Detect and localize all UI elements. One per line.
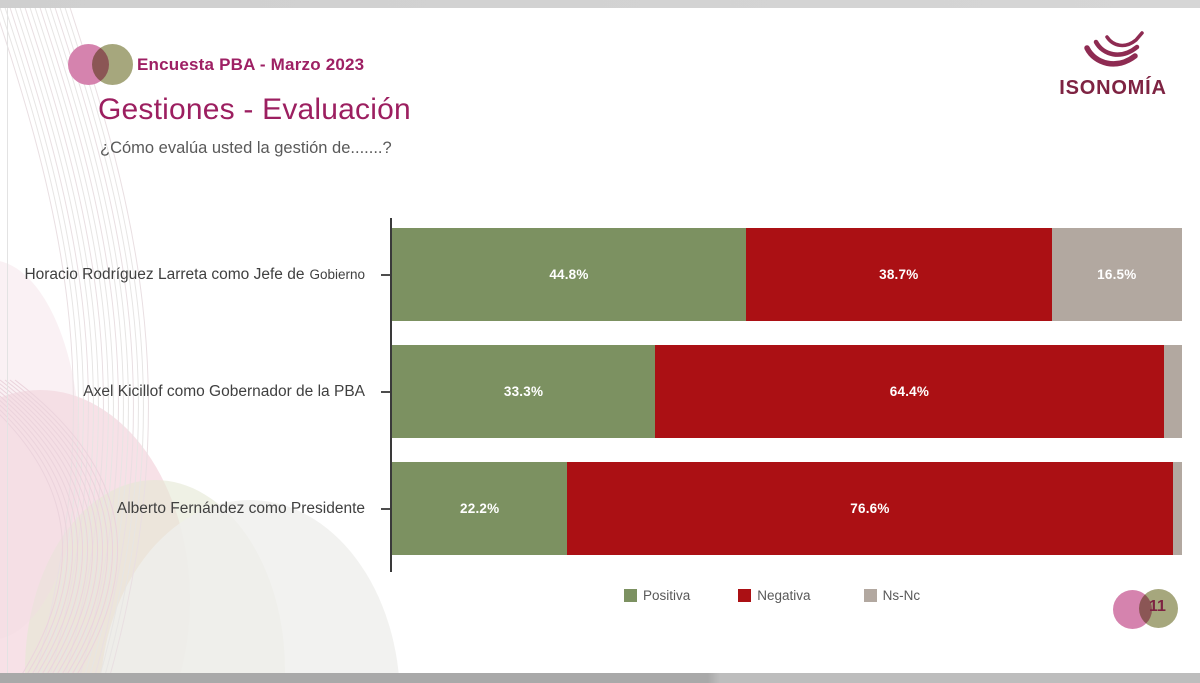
legend-item-negativa: Negativa <box>738 588 811 603</box>
bar-value-label: 44.8% <box>549 267 589 282</box>
legend-item-positiva: Positiva <box>624 588 690 603</box>
brand-name: ISONOMÍA <box>1059 77 1167 99</box>
slide-left-edge <box>7 8 8 673</box>
bar-value-label: 16.5% <box>1097 267 1137 282</box>
axis-tick <box>381 273 390 276</box>
bar-segment-ns-nc <box>1163 345 1182 438</box>
header-logo-circles <box>68 44 134 85</box>
category-label: Alberto Fernández como Presidente <box>116 499 365 517</box>
bar-value-label: 64.4% <box>889 384 930 399</box>
chart-y-axis <box>390 218 392 572</box>
bar-segment-ns-nc <box>1172 462 1182 555</box>
bar-segment-negativa: 64.4% <box>655 345 1164 438</box>
frame-bottom-bar <box>0 673 1200 683</box>
legend-label-positiva: Positiva <box>643 588 691 603</box>
legend-swatch-positiva <box>624 589 637 602</box>
bar-segment-positiva: 33.3% <box>392 345 656 438</box>
bar-segment-ns-nc: 16.5% <box>1051 228 1182 321</box>
bar-segment-negativa: 76.6% <box>567 462 1173 555</box>
bar-value-label: 38.7% <box>879 267 919 282</box>
bar-segment-negativa: 38.7% <box>745 228 1052 321</box>
frame-top-bar <box>0 0 1200 8</box>
brand-logo: ISONOMÍA <box>1048 30 1178 100</box>
category-label: Horacio Rodríguez Larreta como Jefe de Go… <box>24 265 365 283</box>
bar-row: 33.3% 64.4% <box>392 345 1182 438</box>
olive-circle-icon <box>1139 589 1178 628</box>
legend-item-nsnc: Ns-Nc <box>863 588 921 603</box>
page-number: 11 <box>1149 598 1166 615</box>
bar-row: 44.8% 38.7% 16.5% <box>392 228 1182 321</box>
category-label-suffix: Gobierno <box>309 267 365 282</box>
survey-badge-label: Encuesta PBA - Marzo 2023 <box>137 55 365 74</box>
legend-swatch-nsnc <box>863 589 877 602</box>
category-label: Axel Kicillof como Gobernador de la PBA <box>83 382 365 400</box>
bar-value-label: 33.3% <box>503 384 544 399</box>
page-number-badge: 11 <box>1113 589 1179 629</box>
legend-swatch-negativa <box>738 589 752 602</box>
axis-tick <box>381 507 390 510</box>
survey-question: ¿Cómo evalúa usted la gestión de.......? <box>100 139 392 157</box>
bar-value-label: 22.2% <box>460 501 500 516</box>
olive-circle-icon <box>92 44 133 85</box>
brand-swoosh-icon <box>1084 31 1144 67</box>
page-title: Gestiones - Evaluación <box>98 93 411 126</box>
bar-row: 22.2% 76.6% <box>392 462 1182 555</box>
bar-segment-positiva: 44.8% <box>392 228 746 321</box>
bar-segment-positiva: 22.2% <box>392 462 568 555</box>
axis-tick <box>381 390 390 393</box>
bar-value-label: 76.6% <box>850 501 890 516</box>
legend-label-nsnc: Ns-Nc <box>882 588 921 603</box>
chart-legend: Positiva Negativa Ns-Nc <box>624 588 920 603</box>
legend-label-negativa: Negativa <box>757 588 811 603</box>
